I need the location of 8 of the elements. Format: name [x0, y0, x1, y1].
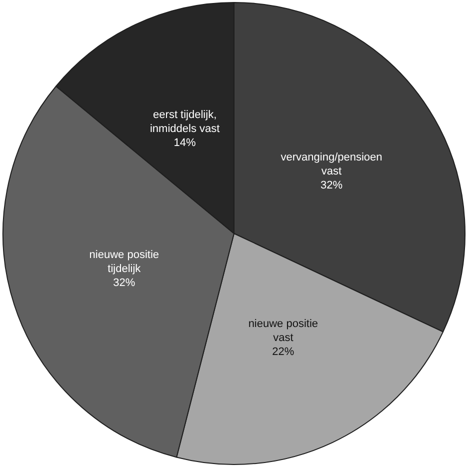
slice-label: nieuwe positie tijdelijk	[89, 249, 160, 276]
data-label: 32%	[113, 277, 136, 290]
data-label: 22%	[272, 346, 294, 358]
slice-label: vervanging/pensioen vast	[280, 152, 382, 178]
data-label: 14%	[174, 137, 196, 150]
slice-label: nieuwe positie vast	[248, 318, 318, 344]
data-label: 32%	[320, 180, 343, 192]
slice-label: eerst tijdelijk, inmiddels vast	[150, 109, 220, 136]
